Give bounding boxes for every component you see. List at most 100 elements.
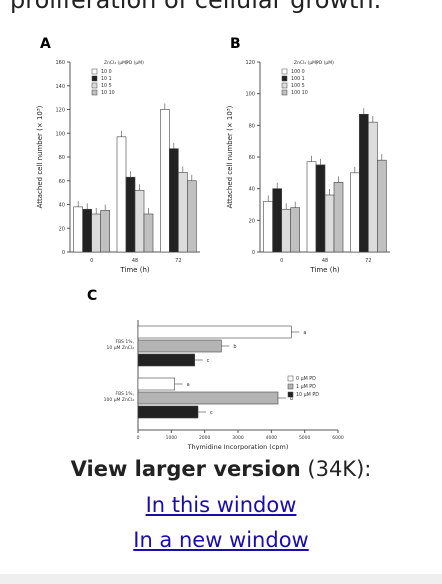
bar-annotation: c bbox=[210, 410, 213, 416]
y-axis-label: Attached cell number (× 10³) bbox=[36, 105, 44, 208]
y-tick-label: 40 bbox=[249, 187, 255, 193]
bar bbox=[306, 161, 317, 253]
group-label: FBS 1%, bbox=[116, 339, 134, 345]
bar-annotation: a bbox=[303, 330, 306, 336]
panel-label: B bbox=[230, 36, 241, 52]
x-axis-label: Time (h) bbox=[119, 266, 150, 274]
legend-header: PD (μM) bbox=[126, 60, 144, 66]
legend-label: 0 μM PD bbox=[296, 376, 316, 382]
group-label: 10 μM ZnCl₂ bbox=[107, 345, 135, 351]
x-tick-label: 0 bbox=[280, 258, 283, 264]
legend-swatch bbox=[287, 383, 294, 390]
bar-annotation: c bbox=[207, 358, 210, 364]
bar-annotation: a bbox=[187, 382, 190, 388]
y-tick-label: 80 bbox=[59, 155, 65, 161]
legend-label: 10 1 bbox=[101, 76, 112, 82]
bar bbox=[125, 176, 136, 253]
legend-header: PD (μM) bbox=[316, 60, 334, 66]
legend-label: 100 1 bbox=[291, 76, 305, 82]
y-tick-label: 140 bbox=[55, 84, 65, 90]
legend-swatch bbox=[91, 68, 98, 75]
x-tick-label: 48 bbox=[132, 258, 138, 264]
x-axis-label: Thymidine Incorporation (cpm) bbox=[187, 443, 289, 450]
group-label: 100 μM ZnCl₂ bbox=[104, 397, 135, 403]
bar-annotation: b bbox=[290, 396, 293, 402]
bar bbox=[116, 136, 127, 253]
bar bbox=[333, 182, 344, 253]
bar bbox=[100, 210, 110, 253]
y-tick-label: 60 bbox=[59, 179, 65, 185]
group-label: FBS 1%, bbox=[116, 391, 134, 397]
legend-swatch bbox=[91, 89, 98, 96]
legend-label: 10 5 bbox=[101, 83, 112, 89]
y-tick-label: 120 bbox=[245, 60, 255, 66]
bar bbox=[91, 213, 101, 253]
bottom-bar bbox=[0, 574, 442, 584]
bar bbox=[272, 188, 282, 253]
y-tick-label: 120 bbox=[55, 108, 65, 114]
x-tick-label: 3000 bbox=[232, 435, 244, 441]
view-larger-label: View larger version bbox=[70, 457, 301, 481]
bar bbox=[178, 172, 188, 253]
x-tick-label: 72 bbox=[175, 258, 181, 264]
bar bbox=[263, 201, 273, 253]
bar bbox=[187, 180, 197, 253]
bar bbox=[324, 194, 335, 253]
y-tick-label: 20 bbox=[249, 218, 255, 224]
x-tick-label: 0 bbox=[137, 435, 140, 441]
y-tick-label: 40 bbox=[59, 203, 65, 209]
bar bbox=[143, 213, 154, 253]
y-tick-label: 20 bbox=[59, 226, 65, 232]
bar bbox=[137, 353, 195, 367]
bar bbox=[134, 189, 145, 253]
legend-label: 100 10 bbox=[291, 90, 308, 96]
x-tick-label: 48 bbox=[322, 258, 328, 264]
legend-swatch bbox=[281, 89, 288, 96]
bar bbox=[368, 121, 378, 253]
bar bbox=[137, 325, 292, 339]
x-tick-label: 72 bbox=[365, 258, 371, 264]
x-tick-label: 4000 bbox=[266, 435, 278, 441]
legend-label: 100 0 bbox=[291, 69, 305, 75]
y-tick-label: 0 bbox=[252, 250, 255, 256]
x-tick-label: 6000 bbox=[332, 435, 344, 441]
x-axis-label: Time (h) bbox=[309, 266, 340, 274]
legend-label: 10 μM PD bbox=[296, 392, 319, 398]
figure-svg: A 0 20 40 60 80 100 120 140 160 Attached cell numb… bbox=[36, 36, 390, 450]
panel-label: C bbox=[87, 288, 97, 304]
bar bbox=[82, 208, 92, 253]
y-tick-label: 100 bbox=[55, 131, 65, 137]
legend-header: ZnCl₂ (μM) bbox=[294, 60, 318, 66]
x-tick-label: 0 bbox=[90, 258, 93, 264]
legend-label: 10 10 bbox=[101, 90, 115, 96]
bar bbox=[137, 339, 222, 353]
bar bbox=[377, 159, 387, 253]
x-tick-label: 2000 bbox=[199, 435, 211, 441]
legend-swatch bbox=[91, 75, 98, 82]
y-tick-label: 80 bbox=[249, 123, 255, 129]
bar bbox=[359, 113, 369, 253]
x-tick-label: 5000 bbox=[299, 435, 311, 441]
panel-label: A bbox=[40, 36, 51, 52]
y-tick-label: 100 bbox=[245, 92, 255, 98]
bar bbox=[160, 109, 170, 253]
link-in-this-window[interactable]: In this window bbox=[145, 493, 297, 517]
y-tick-label: 0 bbox=[62, 250, 65, 256]
legend-swatch bbox=[287, 391, 294, 398]
y-axis-label: Attached cell number (× 10³) bbox=[226, 105, 234, 208]
legend-header: ZnCl₂ (μM) bbox=[104, 60, 128, 66]
figure-image: A 0 20 40 60 80 100 120 140 160 Attached cell numb… bbox=[30, 30, 390, 450]
file-size-label: (34K): bbox=[300, 457, 372, 481]
link-in-new-window[interactable]: In a new window bbox=[133, 528, 309, 552]
bar bbox=[169, 148, 179, 253]
bar bbox=[281, 208, 291, 253]
legend-swatch bbox=[281, 75, 288, 82]
legend-label: 1 μM PD bbox=[296, 384, 316, 390]
bar bbox=[137, 405, 199, 419]
y-tick-label: 60 bbox=[249, 155, 255, 161]
legend-swatch bbox=[91, 82, 98, 89]
bar bbox=[350, 172, 360, 253]
bar bbox=[73, 206, 83, 253]
legend-swatch bbox=[281, 68, 288, 75]
bar bbox=[137, 377, 175, 391]
